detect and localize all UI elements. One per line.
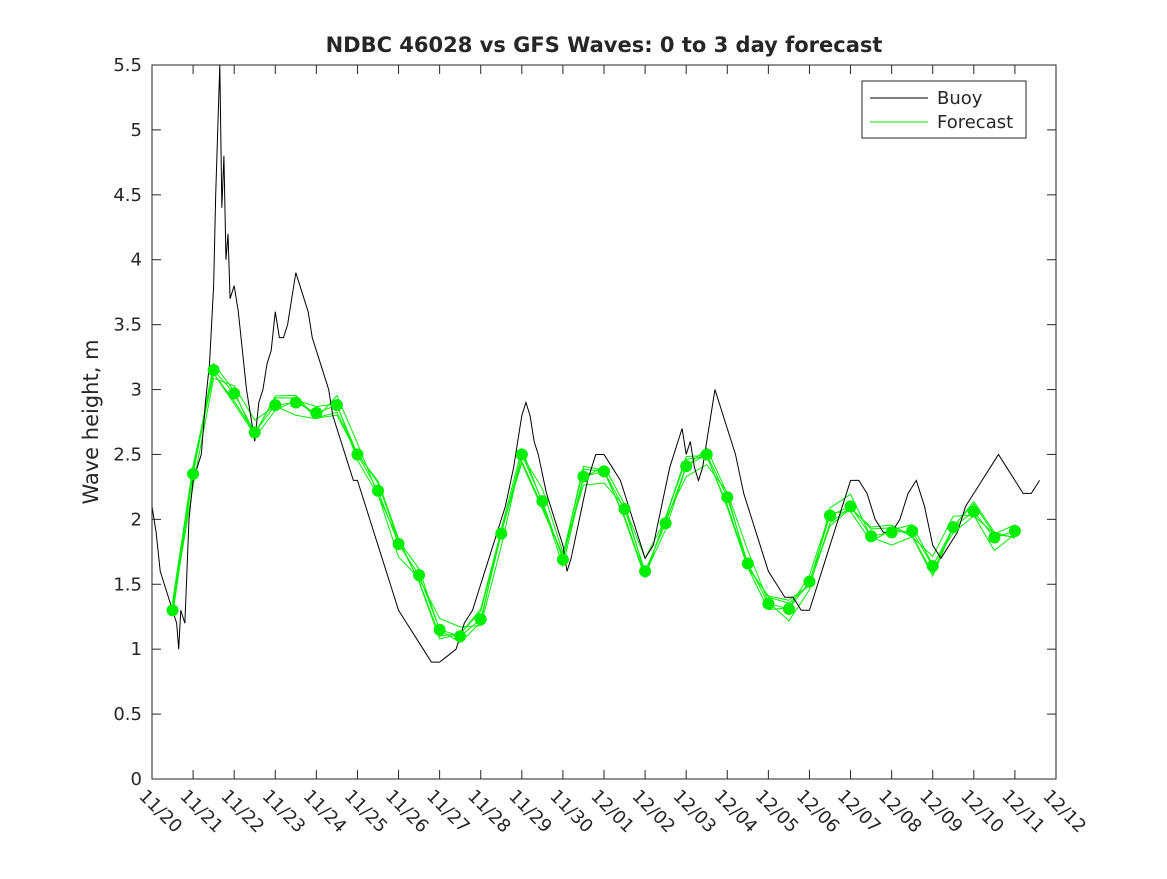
forecast-point [515, 448, 528, 461]
forecast-point [865, 530, 878, 543]
forecast-point [392, 538, 405, 551]
forecast-point [639, 565, 652, 578]
y-tick-label: 2.5 [113, 444, 142, 465]
y-tick-label: 4 [131, 250, 142, 271]
y-tick-label: 5.5 [113, 55, 142, 76]
forecast-point [577, 470, 590, 483]
forecast-point [824, 509, 836, 522]
forecast-point [166, 604, 179, 617]
forecast-point [187, 467, 200, 480]
forecast-point [330, 399, 343, 412]
y-axis-label: Wave height, m [79, 339, 103, 504]
forecast-point [598, 465, 610, 478]
forecast-point [228, 387, 241, 400]
y-tick-label: 0 [131, 769, 142, 790]
forecast-point [248, 426, 261, 439]
forecast-point [536, 495, 549, 508]
forecast-point [885, 526, 898, 539]
legend-forecast-label: Forecast [937, 112, 1013, 133]
forecast-point [207, 364, 220, 377]
forecast-point [721, 491, 734, 504]
forecast-point [413, 569, 426, 582]
y-tick-label: 4.5 [113, 185, 142, 206]
forecast-point [803, 575, 816, 588]
forecast-point [700, 448, 713, 461]
legend: Buoy Forecast [861, 80, 1027, 139]
forecast-point [269, 399, 282, 412]
forecast-point [433, 623, 446, 636]
series-layer [151, 64, 1040, 663]
forecast-point [372, 484, 384, 497]
forecast-point [474, 613, 487, 626]
forecast-point [988, 531, 1001, 544]
y-tick-label: 5 [131, 120, 142, 141]
forecast-point [289, 396, 302, 409]
forecast-point [844, 500, 857, 513]
forecast-point [556, 553, 569, 566]
y-tick-label: 3.5 [113, 315, 142, 336]
forecast-point [680, 460, 693, 473]
forecast-point [926, 560, 939, 573]
y-tick-label: 3 [131, 380, 142, 401]
forecast-point [495, 527, 508, 540]
forecast-point [741, 557, 754, 570]
y-tick-label: 2 [131, 509, 142, 530]
y-tick-label: 1.5 [113, 574, 142, 595]
forecast-point [762, 597, 775, 610]
forecast-point [967, 505, 980, 518]
y-tick-label: 1 [131, 639, 142, 660]
forecast-point [618, 502, 631, 515]
forecast-point [310, 406, 323, 419]
forecast-point [351, 448, 364, 461]
forecast-point [454, 630, 467, 643]
forecast-point [906, 525, 919, 538]
forecast-point [659, 517, 672, 530]
legend-buoy-label: Buoy [937, 88, 983, 109]
chart-title: NDBC 46028 vs GFS Waves: 0 to 3 day fore… [326, 33, 883, 57]
forecast-point [782, 602, 795, 615]
plot-area [152, 65, 1056, 779]
legend-box [861, 80, 1027, 139]
forecast-point [947, 521, 960, 534]
y-tick-label: 0.5 [113, 704, 142, 725]
buoy-line [151, 64, 1040, 663]
forecast-point [1008, 525, 1021, 538]
